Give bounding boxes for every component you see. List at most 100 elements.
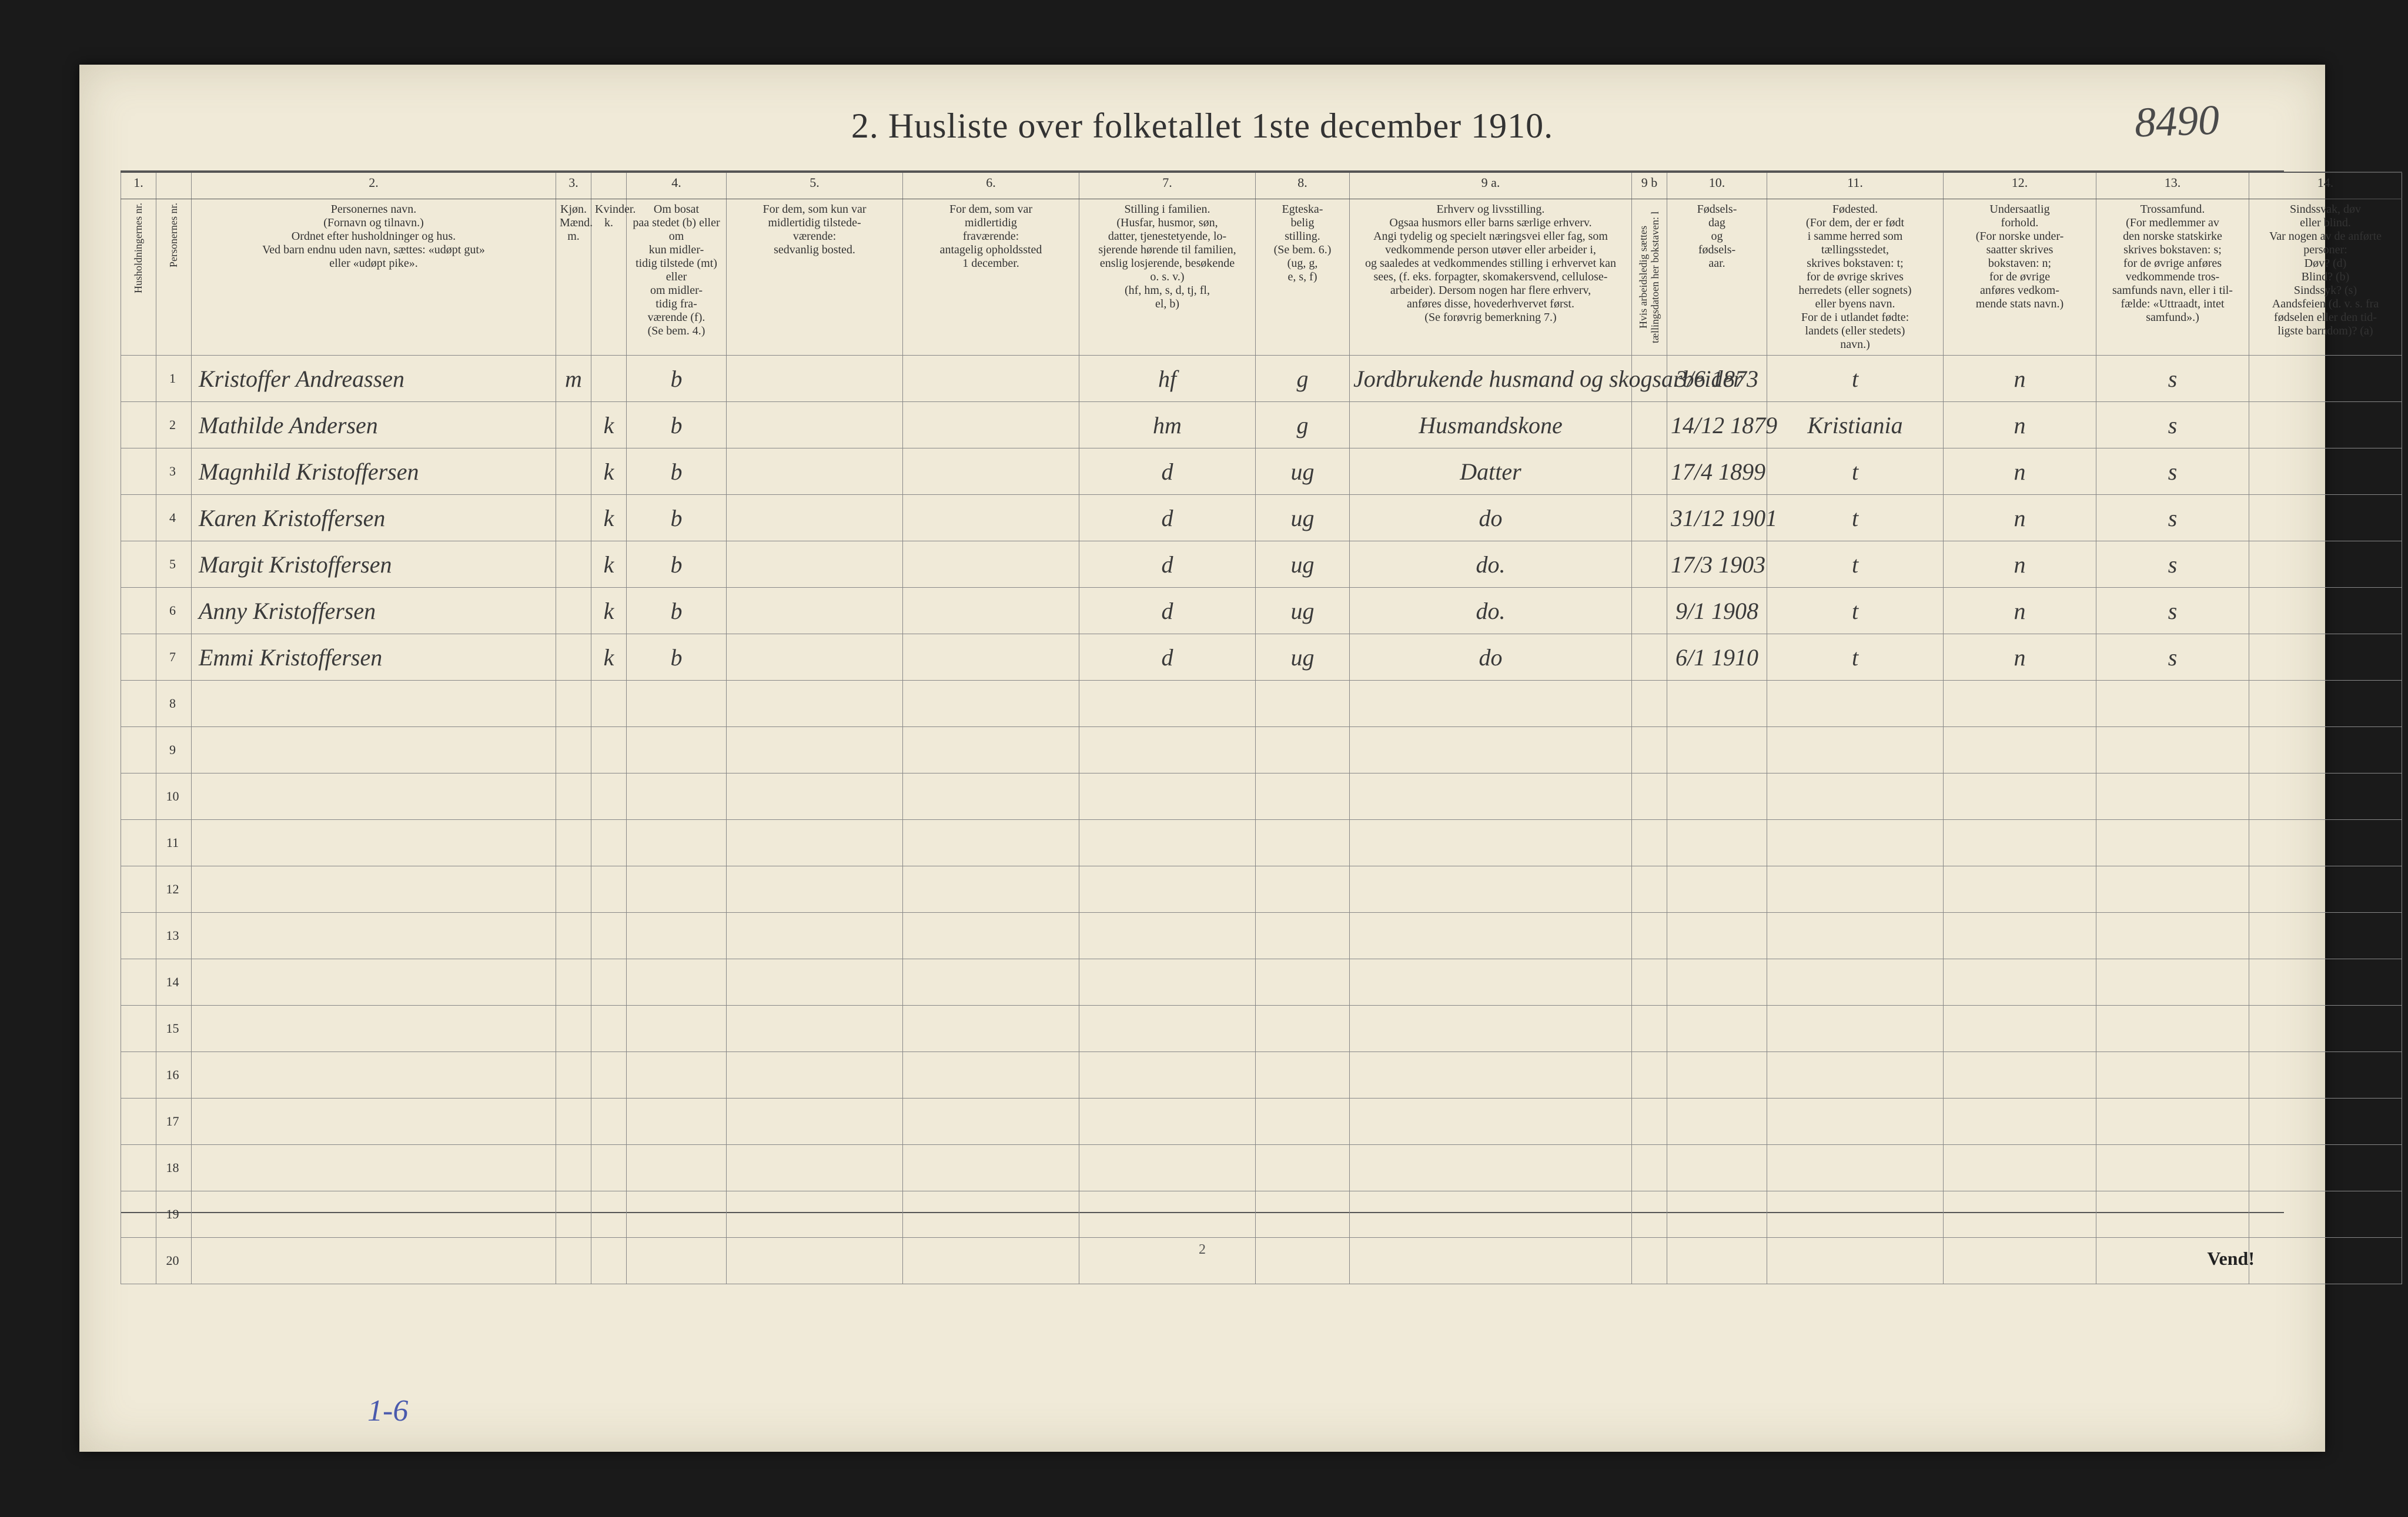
table-cell: d bbox=[1079, 634, 1256, 681]
table-cell: b bbox=[627, 495, 727, 541]
table-cell: 3/6 1873 bbox=[1667, 356, 1767, 402]
table-cell bbox=[192, 866, 556, 913]
table-cell bbox=[121, 1191, 156, 1238]
table-cell bbox=[903, 1145, 1079, 1191]
table-cell bbox=[192, 681, 556, 727]
table-cell bbox=[556, 913, 591, 959]
table-cell bbox=[727, 1191, 903, 1238]
table-cell bbox=[1944, 727, 2096, 773]
table-cell bbox=[627, 1052, 727, 1099]
table-cell bbox=[2249, 773, 2402, 820]
table-cell bbox=[556, 1238, 591, 1284]
table-cell bbox=[556, 1006, 591, 1052]
table-cell bbox=[1256, 959, 1350, 1006]
document-page: 8490 2. Husliste over folketallet 1ste d… bbox=[79, 65, 2325, 1452]
table-cell bbox=[1632, 402, 1667, 448]
table-cell bbox=[1079, 1006, 1256, 1052]
table-cell bbox=[1079, 727, 1256, 773]
table-cell bbox=[556, 773, 591, 820]
table-cell bbox=[591, 773, 627, 820]
table-cell bbox=[556, 1099, 591, 1145]
table-cell: 15 bbox=[156, 1006, 192, 1052]
column-header: For dem, som var midlertidig fraværende:… bbox=[903, 199, 1079, 356]
column-header: Undersaatlig forhold. (For norske under-… bbox=[1944, 199, 2096, 356]
column-header: Trossamfund. (For medlemmer av den norsk… bbox=[2096, 199, 2249, 356]
table-cell bbox=[192, 1238, 556, 1284]
table-cell bbox=[1767, 1191, 1944, 1238]
table-cell bbox=[1667, 1191, 1767, 1238]
table-cell bbox=[627, 959, 727, 1006]
table-cell bbox=[591, 681, 627, 727]
table-cell: k bbox=[591, 448, 627, 495]
table-cell bbox=[1256, 1191, 1350, 1238]
page-title: 2. Husliste over folketallet 1ste decemb… bbox=[851, 106, 1553, 146]
table-cell bbox=[556, 959, 591, 1006]
table-cell bbox=[556, 588, 591, 634]
table-cell bbox=[2249, 634, 2402, 681]
table-row: 14 bbox=[121, 959, 2402, 1006]
column-number bbox=[156, 172, 192, 199]
table-cell bbox=[903, 681, 1079, 727]
table-cell bbox=[1767, 959, 1944, 1006]
table-cell bbox=[1944, 1099, 2096, 1145]
table-cell bbox=[727, 820, 903, 866]
table-cell bbox=[1256, 1052, 1350, 1099]
table-cell bbox=[2249, 448, 2402, 495]
table-cell bbox=[903, 634, 1079, 681]
table-cell bbox=[1256, 1145, 1350, 1191]
table-cell bbox=[1350, 866, 1632, 913]
table-cell bbox=[192, 959, 556, 1006]
column-header: Husholdningernes nr. bbox=[121, 199, 156, 356]
table-cell bbox=[2096, 1191, 2249, 1238]
column-header: Kvinder. k. bbox=[591, 199, 627, 356]
table-cell bbox=[1079, 820, 1256, 866]
table-cell bbox=[556, 1191, 591, 1238]
table-cell bbox=[1632, 820, 1667, 866]
table-cell bbox=[121, 1006, 156, 1052]
table-cell bbox=[903, 448, 1079, 495]
table-row: 3Magnhild KristoffersenkbdugDatter17/4 1… bbox=[121, 448, 2402, 495]
table-cell: 17/3 1903 bbox=[1667, 541, 1767, 588]
table-cell bbox=[556, 1052, 591, 1099]
table-cell: 2 bbox=[156, 402, 192, 448]
table-cell bbox=[591, 913, 627, 959]
table-cell: Kristoffer Andreassen bbox=[192, 356, 556, 402]
column-number: 7. bbox=[1079, 172, 1256, 199]
table-cell: s bbox=[2096, 541, 2249, 588]
column-number: 4. bbox=[627, 172, 727, 199]
table-cell bbox=[1632, 1238, 1667, 1284]
table-cell bbox=[2096, 1099, 2249, 1145]
table-cell: t bbox=[1767, 541, 1944, 588]
table-cell: 9 bbox=[156, 727, 192, 773]
table-cell bbox=[591, 727, 627, 773]
table-cell: s bbox=[2096, 634, 2249, 681]
column-header-row: Husholdningernes nr.Personernes nr.Perso… bbox=[121, 199, 2402, 356]
table-cell bbox=[1079, 681, 1256, 727]
table-cell bbox=[1944, 820, 2096, 866]
table-cell: 5 bbox=[156, 541, 192, 588]
table-cell bbox=[1632, 1052, 1667, 1099]
footer-vend: Vend! bbox=[2207, 1248, 2255, 1270]
table-cell bbox=[727, 1145, 903, 1191]
table-cell bbox=[2096, 866, 2249, 913]
table-cell bbox=[121, 1145, 156, 1191]
table-cell bbox=[1767, 1238, 1944, 1284]
table-row: 19 bbox=[121, 1191, 2402, 1238]
table-cell bbox=[727, 681, 903, 727]
table-cell: n bbox=[1944, 495, 2096, 541]
table-cell: do bbox=[1350, 634, 1632, 681]
table-cell bbox=[1350, 681, 1632, 727]
table-cell bbox=[627, 1145, 727, 1191]
table-cell bbox=[591, 1006, 627, 1052]
table-row: 20 bbox=[121, 1238, 2402, 1284]
column-number: 13. bbox=[2096, 172, 2249, 199]
table-cell bbox=[121, 402, 156, 448]
table-cell bbox=[1944, 913, 2096, 959]
table-cell bbox=[591, 1145, 627, 1191]
table-cell bbox=[556, 866, 591, 913]
table-cell bbox=[192, 773, 556, 820]
table-cell: n bbox=[1944, 402, 2096, 448]
table-cell bbox=[727, 541, 903, 588]
table-cell bbox=[1350, 1006, 1632, 1052]
table-cell: t bbox=[1767, 495, 1944, 541]
